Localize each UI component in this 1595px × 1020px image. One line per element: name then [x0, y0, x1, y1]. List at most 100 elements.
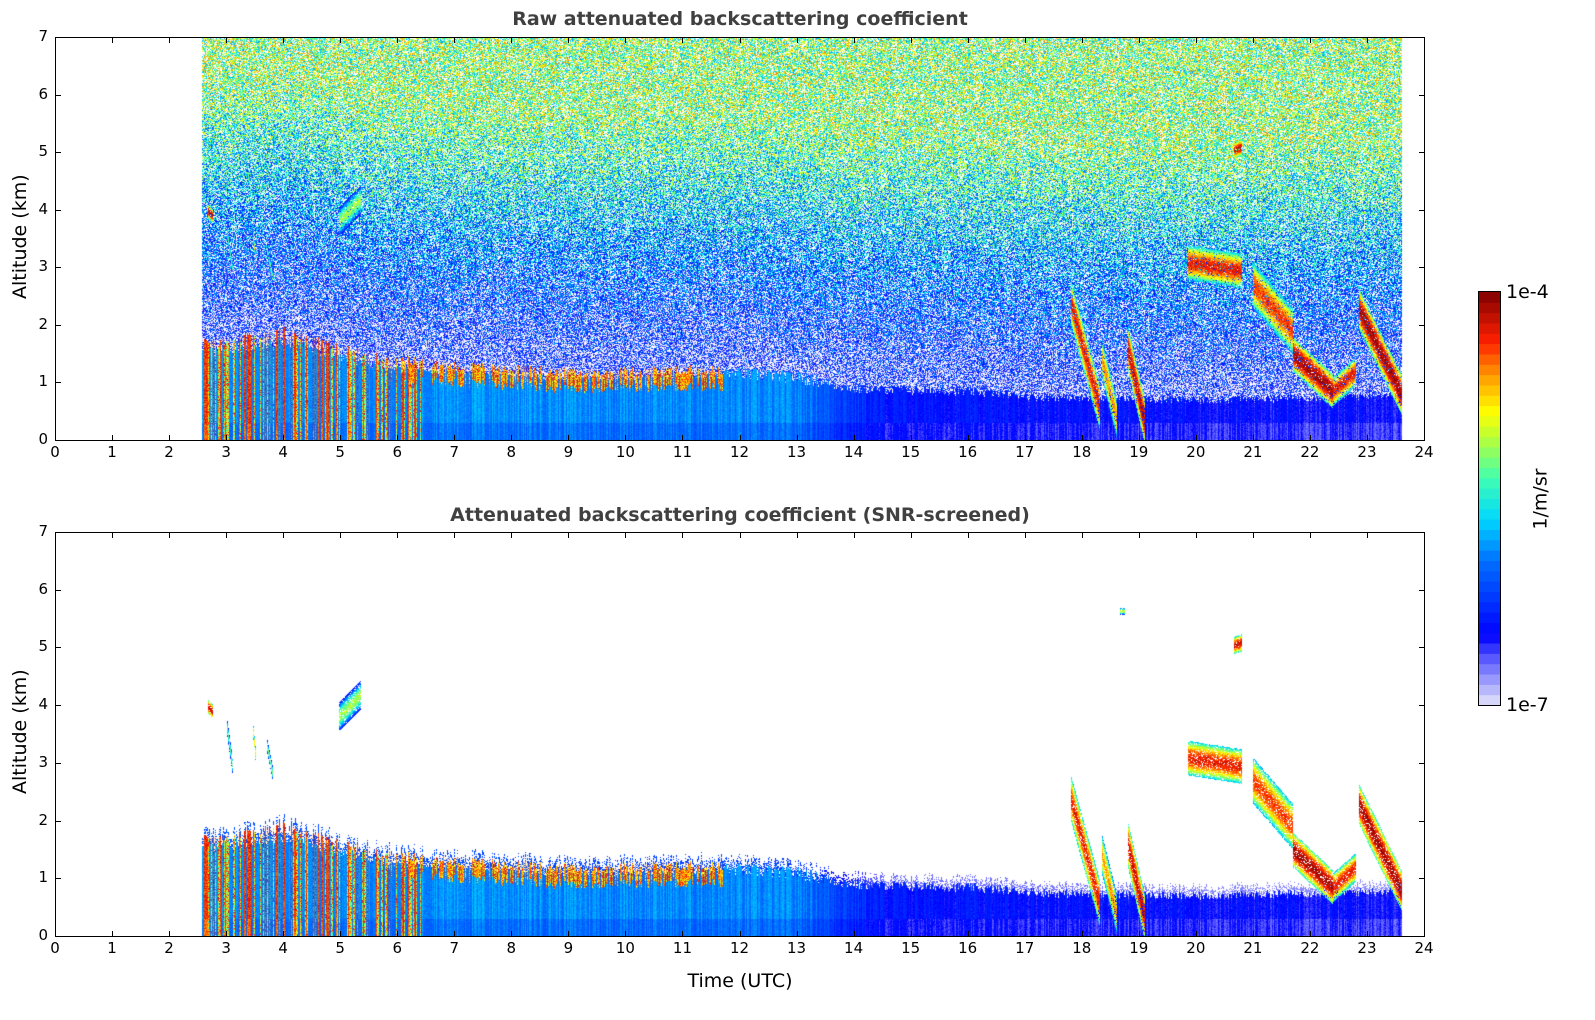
- x-tick-label: 21: [1243, 939, 1263, 957]
- x-tick-label: 13: [786, 939, 807, 957]
- y-tick-mark: [55, 37, 61, 38]
- x-tick-mark: [1424, 37, 1425, 43]
- x-tick-mark: [739, 931, 741, 937]
- x-tick-label: 11: [672, 443, 692, 461]
- x-tick-label: 3: [221, 443, 231, 461]
- x-tick-mark: [967, 435, 969, 441]
- x-tick-mark: [112, 37, 114, 43]
- colorbar-segment: [1479, 353, 1500, 365]
- x-tick-mark: [1138, 532, 1140, 538]
- y-tick-mark: [1419, 440, 1425, 441]
- x-tick-mark: [340, 435, 342, 441]
- colorbar-segment: [1479, 302, 1500, 314]
- y-tick-label: 2: [38, 314, 48, 333]
- x-tick-label: 15: [901, 939, 921, 957]
- x-tick-mark: [55, 931, 56, 937]
- x-tick-mark: [397, 532, 399, 538]
- x-tick-mark: [397, 37, 399, 43]
- colorbar-segment: [1479, 364, 1500, 376]
- x-tick-label: 8: [506, 443, 517, 461]
- x-tick-label: 22: [1300, 939, 1320, 957]
- x-tick-mark: [169, 532, 171, 538]
- y-tick-label: 0: [38, 926, 48, 944]
- y-tick-mark: [55, 209, 61, 211]
- colorbar-segment: [1479, 560, 1500, 572]
- x-tick-mark: [454, 931, 456, 937]
- x-tick-mark: [55, 37, 56, 43]
- x-tick-mark: [226, 37, 228, 43]
- x-tick-mark: [169, 931, 171, 937]
- y-tick-mark: [1419, 209, 1425, 211]
- x-tick-label: 22: [1300, 443, 1320, 461]
- y-tick-mark: [1419, 94, 1425, 96]
- x-tick-label: 15: [901, 443, 921, 461]
- x-tick-mark: [967, 37, 969, 43]
- colorbar-segment: [1479, 529, 1500, 541]
- x-tick-mark: [682, 435, 684, 441]
- colorbar-segment: [1479, 612, 1500, 623]
- y-tick-mark: [1419, 878, 1425, 880]
- x-axis-label: Time (UTC): [687, 970, 793, 992]
- x-tick-mark: [1309, 532, 1311, 538]
- y-tick-label: 6: [38, 579, 48, 598]
- bottom-heatmap-canvas: [56, 533, 1424, 936]
- x-tick-label: 4: [278, 939, 288, 957]
- x-tick-mark: [1252, 435, 1254, 441]
- y-tick-mark: [1419, 532, 1425, 533]
- x-tick-label: 9: [563, 443, 574, 461]
- colorbar-segment: [1479, 446, 1500, 458]
- x-tick-mark: [1195, 532, 1197, 538]
- x-tick-mark: [1366, 931, 1368, 937]
- colorbar-segment: [1479, 498, 1500, 510]
- x-tick-mark: [1138, 37, 1140, 43]
- x-tick-mark: [397, 931, 399, 937]
- y-tick-label: 4: [38, 199, 48, 218]
- x-tick-mark: [682, 37, 684, 43]
- x-tick-label: 14: [844, 443, 864, 461]
- y-tick-mark: [1419, 705, 1425, 707]
- y-tick-mark: [55, 878, 61, 880]
- colorbar-segment: [1479, 426, 1500, 438]
- x-tick-label: 7: [449, 939, 460, 957]
- y-tick-mark: [55, 382, 61, 384]
- x-tick-mark: [910, 435, 912, 441]
- x-tick-mark: [568, 532, 570, 538]
- x-tick-label: 19: [1129, 939, 1149, 957]
- x-tick-mark: [682, 532, 684, 538]
- x-tick-label: 5: [335, 443, 345, 461]
- y-tick-label: 6: [38, 84, 48, 103]
- x-tick-mark: [226, 532, 228, 538]
- x-tick-label: 14: [844, 939, 864, 957]
- x-tick-mark: [1424, 532, 1425, 538]
- x-tick-mark: [1366, 532, 1368, 538]
- x-tick-mark: [1138, 931, 1140, 937]
- y-tick-mark: [1419, 936, 1425, 937]
- x-tick-label: 3: [221, 939, 231, 957]
- x-tick-mark: [511, 435, 513, 441]
- colorbar-segment: [1479, 684, 1500, 696]
- x-tick-label: 10: [615, 443, 635, 461]
- colorbar-segment: [1479, 674, 1500, 685]
- colorbar-segment: [1479, 374, 1500, 386]
- x-tick-mark: [511, 532, 513, 538]
- colorbar-segment: [1479, 384, 1500, 396]
- x-tick-label: 16: [958, 443, 978, 461]
- colorbar-segment: [1479, 663, 1500, 675]
- x-tick-label: 12: [729, 443, 750, 461]
- x-tick-label: 6: [392, 939, 403, 957]
- x-tick-label: 16: [958, 939, 978, 957]
- x-tick-label: 6: [392, 443, 403, 461]
- y-tick-mark: [55, 152, 61, 154]
- colorbar-segment: [1479, 405, 1500, 417]
- x-tick-label: 20: [1186, 939, 1206, 957]
- x-tick-label: 0: [50, 939, 60, 957]
- x-tick-mark: [739, 435, 741, 441]
- x-tick-mark: [283, 435, 285, 441]
- colorbar-segment: [1479, 477, 1500, 489]
- x-tick-mark: [625, 532, 627, 538]
- colorbar-frame: [1478, 291, 1501, 706]
- x-tick-mark: [796, 37, 798, 43]
- y-tick-label: 7: [38, 27, 48, 45]
- y-tick-mark: [55, 532, 61, 533]
- y-tick-mark: [1419, 324, 1425, 326]
